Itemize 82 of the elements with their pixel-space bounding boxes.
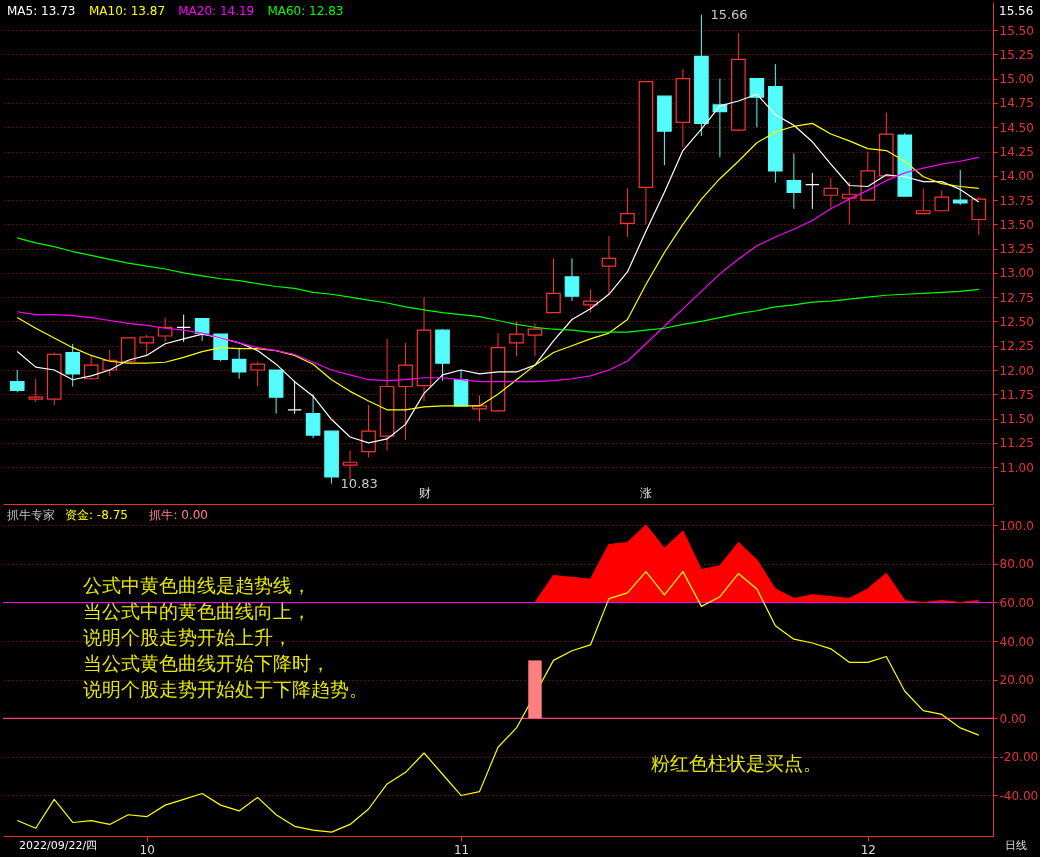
candlestick [305,393,321,439]
candlestick [120,337,136,363]
candlestick [398,342,413,441]
y-tick-label: 14.00 [999,169,1034,184]
x-tick-label: 11 [453,842,470,857]
candlestick [583,288,598,314]
text: 资金: -8.75 [65,508,128,522]
y-tick-label: 12.25 [999,339,1034,354]
candlestick [952,169,968,206]
y-tick-label: 13.75 [999,193,1034,208]
y-tick-label: 15.25 [999,47,1034,62]
y-tick-label: 15.00 [999,72,1034,87]
candlestick [546,257,561,314]
candlestick [250,361,265,388]
candlestick [564,257,580,302]
candlestick [28,378,44,403]
y-tick-label: 11.00 [999,460,1034,475]
candlestick [934,189,950,212]
y-tick-label: 40.00 [999,634,1034,649]
annotation: 15.66 [710,6,748,22]
y-tick-label: -40.00 [999,788,1039,803]
x-tick-label: 10 [139,842,155,857]
y-tick-label: 11.75 [999,387,1034,402]
candlestick [176,314,191,343]
x-tick-label: 12 [860,842,876,857]
y-tick-label: 14.25 [999,145,1034,160]
y-tick-label: 14.75 [999,96,1034,111]
x-tick-label: 财 [418,485,431,500]
text: MA10: 13.87 [89,4,166,18]
y-tick-label: 12.50 [999,314,1034,329]
y-tick-label: 14.50 [999,120,1034,135]
candlestick [83,354,99,381]
candlestick [971,196,987,236]
candlestick [65,343,81,388]
line-series [16,122,980,411]
text: 15.56 [999,4,1034,18]
y-tick-label: 13.50 [999,217,1034,232]
y-tick-label: 60.00 [999,595,1034,610]
annotation: 当公式黄色曲线开始下降时， [83,652,330,674]
y-tick-label: 12.75 [999,290,1034,305]
y-tick-label: 11.25 [999,436,1034,451]
candlestick [342,450,358,481]
text: 日线 [1005,839,1027,852]
text: 抓牛: 0.00 [149,508,208,522]
annotation: 粉红色柱状是买点。 [651,752,822,774]
candlestick [601,235,617,295]
chart-title: 抓牛专家 [7,508,55,522]
annotation: 当公式中的黄色曲线向上， [83,600,311,622]
candlestick [620,187,635,238]
candlestick [194,317,210,342]
candlestick [9,369,25,393]
candlestick [749,78,765,128]
text: MA20: 14.19 [178,4,255,18]
y-tick-label: -20.00 [999,750,1039,765]
candlestick [231,347,247,380]
y-tick-label: 80.00 [999,557,1034,572]
candlestick [786,152,802,210]
y-tick-label: 15.50 [999,23,1034,38]
y-tick-label: 20.00 [999,673,1034,688]
annotation: 公式中黄色曲线是趋势线， [83,574,311,596]
candlestick [805,172,820,210]
annotation: 说明个股走势开始上升， [83,626,292,648]
candlestick [823,177,839,209]
candlestick [139,334,154,356]
text: 2022/09/22/四 [19,839,98,852]
y-tick-label: 13.25 [999,242,1034,257]
candlestick [915,187,931,215]
y-tick-label: 0.00 [999,711,1027,726]
y-tick-label: 13.00 [999,266,1034,281]
candlestick [287,380,302,415]
y-tick-label: 100.0 [999,518,1034,533]
candlestick [527,322,543,357]
candlestick [361,404,376,458]
annotation: 10.83 [340,475,378,491]
y-tick-label: 12.00 [999,363,1034,378]
x-tick-label: 涨 [640,485,653,500]
text: MA60: 12.83 [267,4,344,18]
line-series [16,571,980,833]
candlestick [509,320,524,357]
text: MA5: 13.73 [7,4,76,18]
y-tick-label: 11.50 [999,412,1034,427]
annotation: 说明个股走势开始处于下降趋势。 [83,678,368,700]
